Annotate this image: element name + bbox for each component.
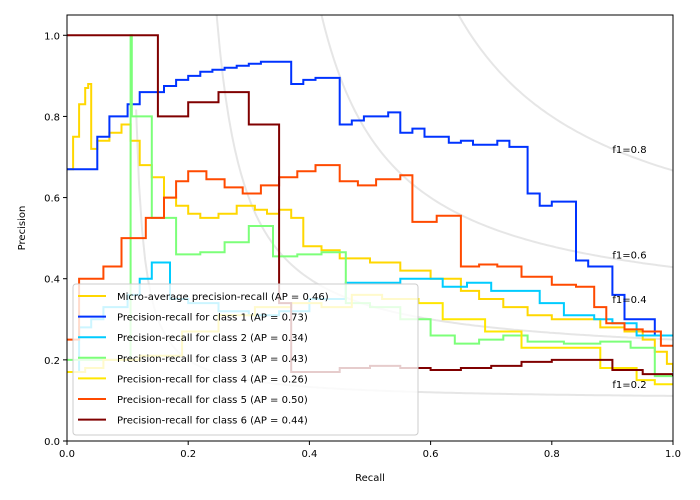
x-tick-label: 0.2 [180,449,196,460]
legend: Micro-average precision-recall (AP = 0.4… [72,283,419,436]
x-tick-label: 0.0 [59,449,75,460]
series-line-1 [67,60,656,336]
x-tick-label: 0.6 [423,449,439,460]
legend-entry: Micro-average precision-recall (AP = 0.4… [117,292,329,303]
x-tick-label: 0.8 [544,449,560,460]
iso-f1-label: f1=0.2 [612,380,646,391]
y-tick-label: 0.4 [44,275,60,286]
legend-entry: Precision-recall for class 1 (AP = 0.73) [117,313,308,324]
x-axis-label: Recall [355,473,385,484]
iso-f1-label: f1=0.8 [612,145,646,156]
y-tick-label: 0.8 [44,112,60,123]
iso-f1-curve [320,15,673,269]
y-axis-label: Precision [17,206,28,251]
legend-entry: Precision-recall for class 3 (AP = 0.43) [117,354,308,365]
y-tick-label: 0.6 [44,194,60,205]
y-tick-label: 0.2 [44,356,60,367]
iso-f1-label: f1=0.6 [612,250,646,261]
legend-entry: Precision-recall for class 4 (AP = 0.26) [117,374,308,385]
iso-f1-curve [457,15,673,172]
legend-entry: Precision-recall for class 6 (AP = 0.44) [117,416,308,427]
y-tick-label: 0.0 [44,437,60,448]
iso-f1-label: f1=0.4 [612,295,646,306]
y-ticks: 0.0 0.2 0.4 0.6 0.8 1.0 [44,31,67,448]
plot-frame [66,14,674,442]
x-tick-label: 0.4 [301,449,317,460]
legend-box [72,283,419,436]
series-line-5 [67,164,673,347]
series-line-0 [67,83,673,372]
iso-f1-curve [215,15,673,341]
legend-entry: Precision-recall for class 5 (AP = 0.50) [117,395,308,406]
y-tick-label: 1.0 [44,31,60,42]
x-ticks: 0.0 0.2 0.4 0.6 0.8 1.0 [59,441,681,460]
legend-entry: Precision-recall for class 2 (AP = 0.34) [117,333,308,344]
x-tick-label: 1.0 [665,449,681,460]
